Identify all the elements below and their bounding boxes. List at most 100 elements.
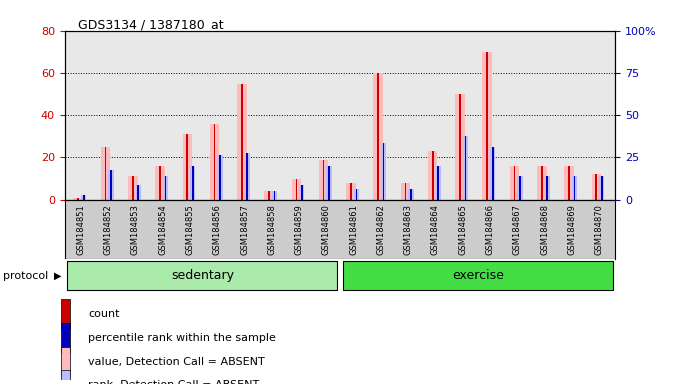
Bar (319, 160, 328, 200)
Bar (568, 166, 570, 200)
Text: GSM184866: GSM184866 (486, 204, 494, 255)
Text: GSM184869: GSM184869 (567, 204, 576, 255)
Text: rank, Detection Call = ABSENT: rank, Detection Call = ABSENT (88, 380, 260, 384)
Bar (61, 347, 70, 376)
Bar (186, 134, 188, 200)
Bar (108, 170, 114, 200)
Text: GSM184862: GSM184862 (377, 204, 386, 255)
Bar (165, 177, 167, 200)
Bar (132, 177, 133, 200)
Bar (292, 179, 301, 200)
Text: GSM184857: GSM184857 (240, 204, 249, 255)
Bar (159, 166, 161, 200)
Bar (408, 189, 413, 200)
Bar (537, 166, 547, 200)
Bar (81, 195, 86, 200)
Bar (274, 191, 275, 200)
Bar (83, 195, 84, 200)
Bar (490, 147, 495, 200)
Bar (272, 191, 277, 200)
Bar (105, 147, 106, 200)
Bar (219, 156, 221, 200)
Bar (61, 300, 70, 329)
Bar (128, 177, 137, 200)
Bar (519, 177, 521, 200)
Bar (492, 147, 494, 200)
Bar (486, 52, 488, 200)
Bar (572, 177, 577, 200)
Bar (459, 94, 461, 200)
Bar (383, 143, 384, 200)
Bar (601, 177, 602, 200)
Bar (437, 166, 439, 200)
Text: protocol: protocol (3, 270, 49, 281)
Text: value, Detection Call = ABSENT: value, Detection Call = ABSENT (88, 357, 265, 367)
Bar (135, 185, 141, 200)
Bar (343, 261, 613, 290)
Bar (381, 143, 386, 200)
Bar (101, 147, 110, 200)
Bar (410, 189, 411, 200)
Text: ▶: ▶ (54, 270, 61, 281)
Bar (190, 166, 195, 200)
Bar (574, 177, 575, 200)
Bar (401, 183, 410, 200)
Bar (192, 166, 194, 200)
Bar (265, 191, 274, 200)
Bar (78, 198, 79, 200)
Bar (214, 124, 216, 200)
Text: GSM184864: GSM184864 (431, 204, 440, 255)
Bar (61, 323, 70, 353)
Bar (269, 191, 270, 200)
Bar (356, 189, 357, 200)
Bar (564, 166, 574, 200)
Bar (245, 153, 250, 200)
Bar (428, 151, 437, 200)
Bar (513, 166, 515, 200)
Bar (323, 160, 324, 200)
Bar (301, 185, 303, 200)
Bar (67, 261, 337, 290)
Bar (373, 73, 383, 200)
Bar (61, 371, 70, 384)
Text: GSM184851: GSM184851 (76, 204, 86, 255)
Bar (547, 177, 548, 200)
Bar (137, 185, 139, 200)
Bar (73, 198, 83, 200)
Bar (455, 94, 464, 200)
Text: GSM184861: GSM184861 (349, 204, 358, 255)
Bar (155, 166, 165, 200)
Bar (326, 166, 332, 200)
Bar (346, 183, 356, 200)
Bar (432, 151, 434, 200)
Bar (377, 73, 379, 200)
Bar (463, 136, 468, 200)
Bar (241, 84, 243, 200)
Bar (517, 177, 523, 200)
Bar (435, 166, 441, 200)
Text: GSM184854: GSM184854 (158, 204, 167, 255)
Bar (328, 166, 330, 200)
Text: GSM184855: GSM184855 (186, 204, 194, 255)
Text: GSM184853: GSM184853 (131, 204, 140, 255)
Bar (237, 84, 247, 200)
Bar (596, 174, 597, 200)
Bar (510, 166, 520, 200)
Text: GSM184852: GSM184852 (104, 204, 113, 255)
Bar (299, 185, 305, 200)
Text: GSM184868: GSM184868 (540, 204, 549, 255)
Bar (592, 174, 601, 200)
Bar (163, 177, 168, 200)
Bar (599, 177, 605, 200)
Text: GSM184867: GSM184867 (513, 204, 522, 255)
Text: GSM184860: GSM184860 (322, 204, 331, 255)
Bar (354, 189, 359, 200)
Text: exercise: exercise (452, 269, 504, 282)
Text: GSM184863: GSM184863 (404, 204, 413, 255)
Text: count: count (88, 309, 120, 319)
Text: GSM184859: GSM184859 (294, 204, 303, 255)
Text: GSM184858: GSM184858 (267, 204, 276, 255)
Bar (210, 124, 220, 200)
Bar (350, 183, 352, 200)
Bar (541, 166, 543, 200)
